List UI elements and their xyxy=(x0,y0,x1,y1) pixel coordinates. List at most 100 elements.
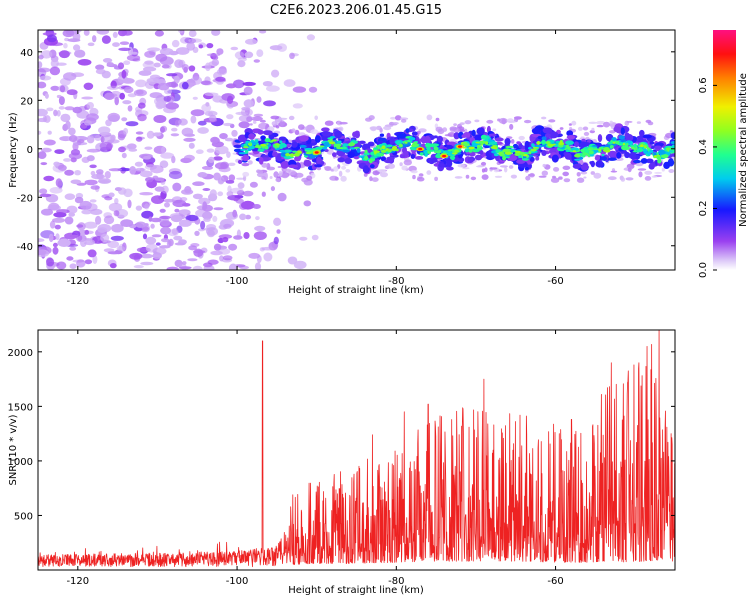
heatmap-cell xyxy=(155,53,168,62)
heatmap-cell xyxy=(56,110,61,117)
heatmap-cell xyxy=(227,95,234,105)
heatmap-cell xyxy=(603,121,610,128)
heatmap-cell xyxy=(613,126,621,133)
heatmap-cell xyxy=(389,123,398,126)
heatmap-cell xyxy=(467,157,474,163)
heatmap-cell xyxy=(171,39,180,48)
heatmap-cell xyxy=(121,69,127,79)
heatmap-cell xyxy=(489,141,498,145)
heatmap-cell xyxy=(157,82,170,91)
heatmap-cell xyxy=(454,149,460,153)
heatmap-cell xyxy=(534,144,543,148)
heatmap-cell xyxy=(67,38,81,43)
heatmap-cell xyxy=(54,224,61,230)
heatmap-cell xyxy=(70,149,81,156)
heatmap-cell xyxy=(113,210,120,217)
heatmap-y-tick-label: 0 xyxy=(27,145,33,156)
heatmap-cell xyxy=(278,136,287,141)
heatmap-cell xyxy=(266,166,276,171)
heatmap-x-tick-label: -120 xyxy=(66,276,89,287)
heatmap-cell xyxy=(52,217,66,223)
heatmap-cell xyxy=(69,234,79,238)
heatmap-cell xyxy=(531,144,535,148)
heatmap-cell xyxy=(253,231,267,241)
heatmap-cell xyxy=(510,174,517,179)
heatmap-cell xyxy=(140,253,154,259)
heatmap-cell xyxy=(442,127,448,132)
heatmap-cell xyxy=(530,148,537,152)
heatmap-cell xyxy=(52,246,59,255)
heatmap-cell xyxy=(532,147,540,149)
heatmap-cell xyxy=(190,243,200,247)
heatmap-cell xyxy=(528,150,532,155)
snr-y-axis-label: SNR (10 * v/v) xyxy=(8,414,19,485)
heatmap-cell xyxy=(83,30,90,36)
heatmap-cell xyxy=(327,137,334,140)
heatmap-cell xyxy=(347,151,355,159)
heatmap-cell xyxy=(182,261,187,265)
heatmap-cell xyxy=(381,145,386,150)
heatmap-cell xyxy=(597,134,603,143)
heatmap-cell xyxy=(243,146,249,149)
heatmap-cell xyxy=(457,163,466,168)
heatmap-cell xyxy=(612,142,616,144)
heatmap-cell xyxy=(471,129,476,137)
heatmap-cell xyxy=(607,157,617,161)
heatmap-cell xyxy=(658,149,666,155)
heatmap-cell xyxy=(654,155,657,157)
heatmap-cell xyxy=(321,131,332,137)
heatmap-cell xyxy=(166,73,178,77)
heatmap-cell xyxy=(463,143,470,147)
heatmap-cell xyxy=(150,217,162,223)
heatmap-cell xyxy=(237,57,247,62)
heatmap-cell xyxy=(426,170,432,175)
heatmap-cell xyxy=(656,154,661,157)
heatmap-cell xyxy=(332,152,337,158)
heatmap-cell xyxy=(137,113,147,122)
heatmap-cell xyxy=(405,128,410,134)
heatmap-cell xyxy=(542,163,547,168)
snr-y-tick-label: 2000 xyxy=(8,348,33,359)
heatmap-cell xyxy=(657,158,662,164)
heatmap-cell xyxy=(514,152,521,156)
heatmap-cell xyxy=(259,30,267,34)
heatmap-cell xyxy=(92,255,98,264)
heatmap-cell xyxy=(626,142,629,147)
heatmap-cell xyxy=(583,131,590,136)
heatmap-cell xyxy=(401,165,408,171)
heatmap-cell xyxy=(118,47,131,51)
heatmap-cell xyxy=(154,30,164,37)
heatmap-cell xyxy=(159,160,169,168)
heatmap-cell xyxy=(389,137,395,145)
heatmap-cell xyxy=(207,156,215,163)
heatmap-cell xyxy=(243,99,254,108)
colorbar-gradient xyxy=(713,30,736,270)
heatmap-cell xyxy=(541,116,547,120)
heatmap-cell xyxy=(212,55,219,61)
heatmap-cell xyxy=(144,203,150,210)
heatmap-cell xyxy=(58,96,65,106)
heatmap-cell xyxy=(48,202,60,211)
heatmap-cell xyxy=(484,141,489,145)
heatmap-cell xyxy=(640,158,648,164)
heatmap-cell xyxy=(649,141,655,145)
heatmap-cell xyxy=(178,30,184,33)
heatmap-cell xyxy=(134,167,146,172)
heatmap-cell xyxy=(607,150,618,158)
heatmap-cell xyxy=(226,151,231,159)
heatmap-cell xyxy=(57,238,71,247)
heatmap-cell xyxy=(160,125,168,133)
heatmap-cell xyxy=(145,177,154,183)
heatmap-cell xyxy=(76,224,84,228)
heatmap-cell xyxy=(502,155,507,161)
heatmap-cell xyxy=(152,252,162,260)
heatmap-cell xyxy=(112,31,118,38)
heatmap-cell xyxy=(171,228,178,235)
heatmap-cell xyxy=(545,141,551,145)
heatmap-cell xyxy=(276,229,281,234)
heatmap-cell xyxy=(163,95,172,102)
heatmap-cell xyxy=(135,131,144,135)
heatmap-cell xyxy=(84,229,90,235)
heatmap-cell xyxy=(123,86,134,94)
heatmap-cell xyxy=(181,189,194,195)
